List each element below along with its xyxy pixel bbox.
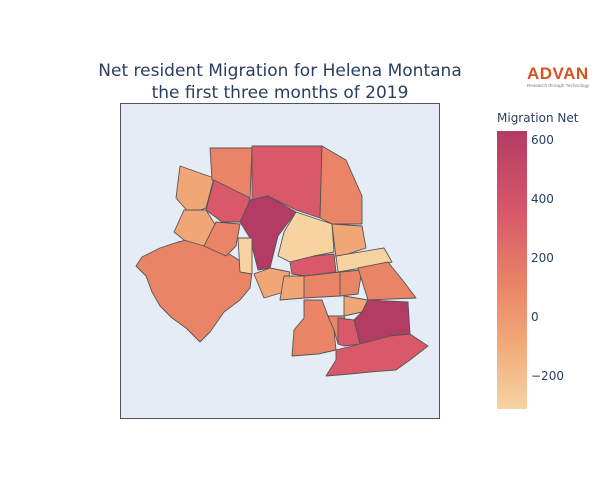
map-region: [291, 299, 337, 357]
map-region: [279, 275, 307, 301]
advan-logo: ADVAN Research through Technology: [527, 64, 597, 89]
map-region: [339, 269, 363, 297]
colorbar-tick: −200: [531, 369, 564, 383]
colorbar-tick: 600: [531, 133, 554, 147]
map-region: [203, 221, 241, 257]
chart-title: Net resident Migration for Helena Montan…: [60, 60, 500, 104]
colorbar-tick: 400: [531, 192, 554, 206]
logo-tagline: Research through Technology: [527, 83, 590, 88]
colorbar: [497, 131, 527, 409]
map-region: [357, 261, 417, 301]
colorbar-title: Migration Net: [497, 111, 579, 125]
map-region: [205, 179, 251, 223]
map-region: [331, 223, 367, 259]
map-region: [135, 237, 253, 343]
map-region: [319, 145, 363, 225]
map-region: [325, 333, 429, 377]
chart-title-line-1: Net resident Migration for Helena Montan…: [98, 61, 462, 81]
colorbar-tick: 200: [531, 251, 554, 265]
chart-title-line-2: the first three months of 2019: [151, 83, 409, 103]
colorbar-tick: 0: [531, 310, 539, 324]
map-region: [337, 317, 361, 347]
logo-wordmark: ADVAN: [527, 64, 589, 83]
map-region: [303, 271, 341, 299]
map-region: [237, 237, 253, 275]
